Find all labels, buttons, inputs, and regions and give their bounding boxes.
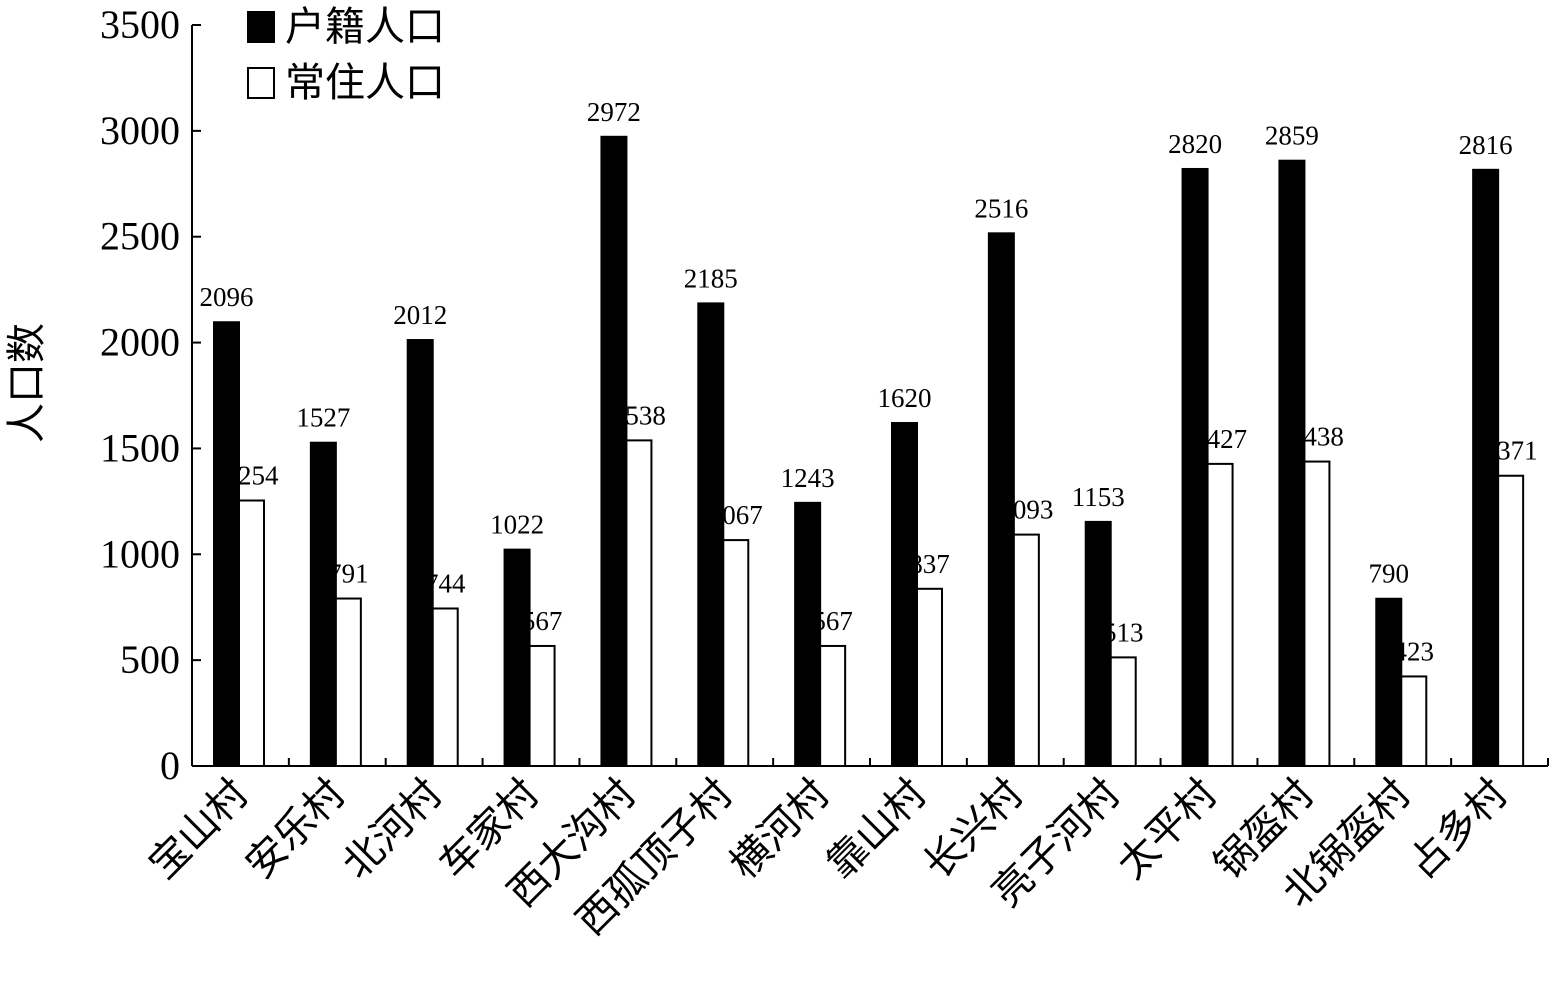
data-label-hukou: 1243 <box>781 463 835 493</box>
legend-label-hukou: 户籍人口 <box>285 4 445 50</box>
y-tick-label: 0 <box>160 743 180 788</box>
bar-hukou <box>1278 159 1306 767</box>
category-label: 安乐村 <box>237 771 354 888</box>
data-label-hukou: 2096 <box>200 282 254 312</box>
data-label-hukou: 1527 <box>296 403 350 433</box>
data-label-changzhu: 1067 <box>709 500 763 530</box>
data-label-hukou: 2516 <box>974 193 1028 223</box>
legend-label-changzhu: 常住人口 <box>285 60 445 106</box>
data-label-hukou: 2972 <box>587 97 641 127</box>
bar-hukou <box>1181 167 1209 768</box>
bar-hukou <box>309 441 337 767</box>
category-label: 北河村 <box>334 771 451 888</box>
y-tick-label: 1000 <box>100 531 180 576</box>
data-label-changzhu: 423 <box>1394 636 1435 666</box>
data-label-changzhu: 1093 <box>999 495 1053 525</box>
bar-changzhu <box>1109 656 1137 767</box>
bar-hukou <box>600 135 628 767</box>
category-label: 靠山村 <box>818 771 935 888</box>
data-label-changzhu: 567 <box>522 606 563 636</box>
bar-changzhu <box>916 587 943 768</box>
data-label-hukou: 2012 <box>393 300 447 330</box>
data-label-changzhu: 1371 <box>1484 436 1538 466</box>
bar-hukou <box>891 422 918 767</box>
bar-changzhu <box>1400 675 1428 768</box>
data-label-hukou: 1022 <box>490 510 544 540</box>
category-label: 横河村 <box>721 771 838 888</box>
bar-hukou <box>406 339 434 767</box>
data-label-changzhu: 837 <box>909 549 950 579</box>
data-label-changzhu: 1427 <box>1193 424 1247 454</box>
data-label-hukou: 2820 <box>1168 129 1222 159</box>
bar-hukou <box>1472 168 1500 768</box>
y-axis-title: 人口数 <box>4 323 50 443</box>
data-label-hukou: 2859 <box>1265 121 1319 151</box>
bar-changzhu <box>334 597 362 767</box>
bar-changzhu <box>431 607 459 767</box>
data-labels-layer: 2096 1254 1527 791 2012 744 1022 567 2972 1538 218… <box>200 97 1538 667</box>
category-label: 占多村 <box>1399 771 1516 888</box>
bar-hukou <box>697 302 725 767</box>
data-label-changzhu: 567 <box>812 606 853 636</box>
bar-changzhu <box>1206 462 1234 767</box>
data-label-changzhu: 744 <box>425 568 466 598</box>
bar-hukou <box>1375 597 1403 768</box>
bar-hukou <box>503 548 531 767</box>
bar-hukou <box>794 501 822 767</box>
y-tick-label: 500 <box>120 637 180 682</box>
bar-changzhu <box>1497 474 1525 767</box>
bar-changzhu <box>625 439 653 767</box>
bar-changzhu <box>722 539 750 767</box>
data-label-changzhu: 1538 <box>612 400 666 430</box>
legend-swatch-changzhu <box>247 67 275 99</box>
legend: 户籍人口 常住人口 <box>247 4 445 106</box>
data-label-changzhu: 1254 <box>225 461 280 491</box>
data-label-hukou: 2185 <box>684 263 738 293</box>
data-label-changzhu: 513 <box>1103 617 1144 647</box>
y-tick-label: 2000 <box>100 320 180 365</box>
y-tick-label: 1500 <box>100 425 180 470</box>
y-tick-label: 3500 <box>100 2 180 47</box>
bar-changzhu <box>819 644 847 768</box>
bar-changzhu <box>1012 533 1040 768</box>
category-label: 宝山村 <box>140 771 257 888</box>
bars-layer <box>213 135 1525 768</box>
y-tick-label: 2500 <box>100 214 180 259</box>
bar-changzhu <box>238 499 265 767</box>
category-label: 太平村 <box>1109 771 1226 888</box>
bar-hukou <box>1084 520 1112 767</box>
bar-hukou <box>987 232 1015 768</box>
y-tick-label: 3000 <box>100 108 180 153</box>
data-label-hukou: 2816 <box>1459 130 1513 160</box>
bar-changzhu <box>528 644 556 768</box>
bar-hukou <box>213 321 240 767</box>
data-label-changzhu: 791 <box>328 559 369 589</box>
data-label-hukou: 1153 <box>1072 482 1125 512</box>
legend-swatch-hukou <box>247 11 275 43</box>
data-label-changzhu: 1438 <box>1290 422 1344 452</box>
bar-changzhu <box>1303 460 1331 767</box>
data-label-hukou: 790 <box>1369 559 1410 589</box>
data-label-hukou: 1620 <box>878 383 932 413</box>
